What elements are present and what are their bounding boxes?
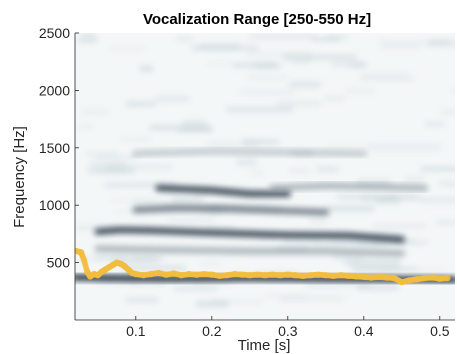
y-tick-label: 2000 (39, 82, 70, 98)
texture-streak (167, 217, 215, 224)
texture-streak (350, 264, 402, 273)
texture-streak (108, 46, 146, 51)
x-tick-label: 0.5 (430, 323, 450, 339)
texture-streak (249, 169, 265, 176)
x-axis-label: Time [s] (238, 337, 291, 354)
texture-streak (379, 45, 421, 50)
texture-streak (172, 285, 218, 292)
texture-streak (246, 74, 289, 80)
texture-streak (94, 155, 139, 160)
texture-streak (206, 141, 260, 146)
texture-streak (343, 259, 402, 266)
texture-streak (76, 36, 98, 44)
texture-streak (88, 161, 128, 167)
texture-streak (451, 88, 455, 95)
texture-streak (169, 196, 205, 204)
texture-streak (323, 96, 347, 101)
texture-streak (120, 264, 187, 272)
texture-streak (175, 35, 195, 43)
texture-streak (205, 61, 237, 67)
texture-streak (80, 33, 98, 37)
harmonic-band (133, 148, 367, 156)
texture-streak (235, 158, 258, 166)
texture-streak (371, 224, 428, 229)
texture-streak (326, 142, 372, 147)
texture-streak (275, 100, 323, 107)
x-tick-label: 0.1 (126, 323, 146, 339)
texture-streak (248, 33, 317, 40)
texture-streak (77, 124, 95, 129)
texture-streak (288, 80, 322, 89)
texture-streak (120, 135, 151, 142)
harmonic-band (156, 185, 291, 197)
texture-streak (378, 40, 451, 46)
y-tick-label: 1000 (39, 197, 70, 213)
x-tick-label: 0.4 (354, 323, 374, 339)
texture-streak (225, 106, 295, 114)
texture-streak (138, 64, 154, 73)
pitch-point (442, 275, 449, 282)
texture-streak (148, 124, 212, 131)
y-tick-label: 500 (47, 255, 71, 271)
y-tick-label: 1500 (39, 140, 70, 156)
x-tick-label: 0.2 (202, 323, 222, 339)
texture-streak (419, 166, 455, 173)
texture-streak (154, 95, 191, 103)
harmonic-band (95, 227, 405, 243)
texture-streak (80, 109, 111, 115)
harmonic-band (95, 246, 405, 256)
texture-streak (440, 109, 455, 115)
y-axis-label: Frequency [Hz] (11, 126, 28, 228)
texture-streak (367, 143, 443, 152)
axes: 500 1000 1500 2000 2500 0.1 0.2 0.3 0.4 0.5 (39, 25, 455, 339)
texture-streak (290, 59, 312, 65)
texture-streak (131, 198, 169, 204)
texture-streak (375, 197, 402, 205)
texture-streak (315, 165, 340, 174)
texture-streak (325, 205, 376, 213)
texture-streak (124, 296, 160, 303)
texture-streak (343, 87, 376, 94)
harmonic-band (133, 205, 329, 215)
texture-streak (403, 176, 426, 183)
texture-streak (190, 44, 260, 52)
texture-streak (232, 61, 279, 69)
y-tick-label: 2500 (39, 25, 70, 41)
texture-streak (245, 51, 314, 58)
texture-streak (237, 88, 296, 96)
x-tick-label: 0.3 (278, 323, 298, 339)
texture-streak (86, 167, 136, 175)
texture-streak (263, 292, 306, 300)
texture-streak (311, 36, 342, 42)
texture-streak (308, 217, 328, 224)
texture-streak (438, 180, 455, 187)
harmonic-band (270, 183, 428, 191)
texture-streak (435, 220, 455, 225)
pitch-point (80, 255, 87, 262)
texture-streak (111, 257, 163, 263)
texture-streak (358, 75, 416, 82)
texture-streak (330, 60, 368, 68)
pitch-track-series (75, 247, 451, 286)
texture-streak (424, 121, 446, 127)
texture-streak (125, 100, 157, 108)
chart-title: Vocalization Range [250-550 Hz] (143, 11, 371, 28)
texture-streak (419, 196, 455, 205)
texture-streak (288, 168, 311, 174)
texture-streak (194, 300, 230, 308)
texture-streak (200, 261, 223, 267)
